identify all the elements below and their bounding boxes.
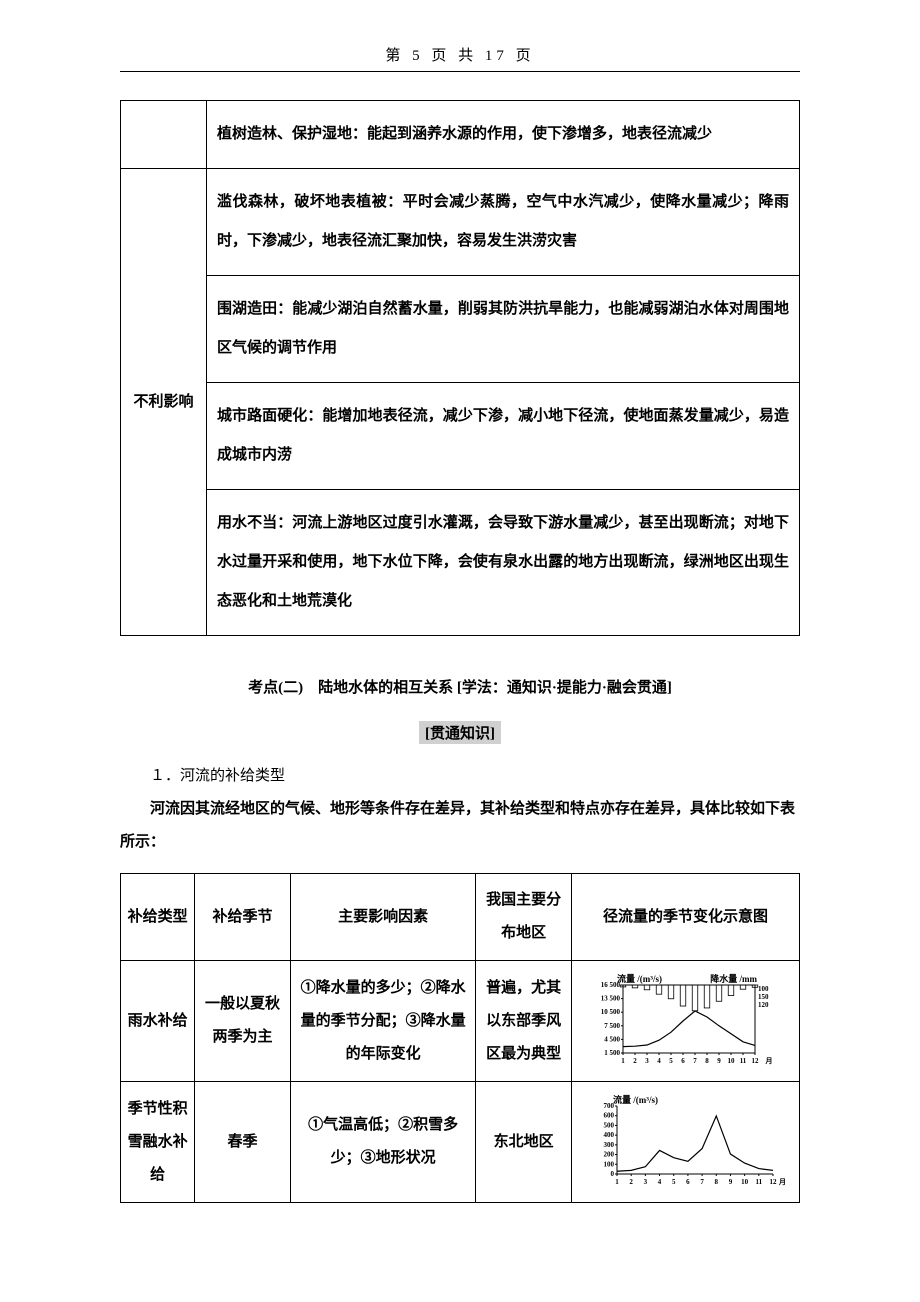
svg-text:10: 10 <box>728 1057 736 1065</box>
svg-text:3: 3 <box>644 1178 648 1186</box>
svg-text:100: 100 <box>758 985 769 993</box>
svg-text:10 500: 10 500 <box>601 1008 621 1016</box>
r1-season: 一般以夏秋两季为主 <box>195 961 290 1082</box>
svg-text:600: 600 <box>604 1112 615 1120</box>
svg-text:200: 200 <box>604 1151 615 1159</box>
r2-type: 季节性积雪融水补给 <box>121 1082 195 1203</box>
svg-text:12: 12 <box>752 1057 760 1065</box>
table1-para-2: 围湖造田：能减少湖泊自然蓄水量，削弱其防洪抗旱能力，也能减弱湖泊水体对周围地区气… <box>207 276 800 383</box>
th-chart: 径流量的季节变化示意图 <box>571 874 799 961</box>
svg-text:降水量 /mm: 降水量 /mm <box>711 973 758 984</box>
svg-text:120: 120 <box>758 1001 769 1009</box>
table1-para-4: 用水不当：河流上游地区过度引水灌溉，会导致下游水量减少，甚至出现断流；对地下水过… <box>207 490 800 636</box>
th-factor: 主要影响因素 <box>290 874 476 961</box>
para-2: 河流因其流经地区的气候、地形等条件存在差异，其补给类型和特点亦存在差异，具体比较… <box>120 793 800 859</box>
table1-para-3-text: 城市路面硬化：能增加地表径流，减少下渗，减小地下径流，使地面蒸发量减少，易造成城… <box>215 393 791 479</box>
svg-text:7 500: 7 500 <box>605 1022 621 1030</box>
th-season: 补给季节 <box>195 874 290 961</box>
section-title: 考点(二) 陆地水体的相互关系 [学法：通知识·提能力·融会贯通] <box>120 676 800 697</box>
svg-text:12: 12 <box>770 1178 778 1186</box>
svg-text:13 500: 13 500 <box>601 995 621 1003</box>
svg-text:8: 8 <box>715 1178 719 1186</box>
svg-text:1: 1 <box>616 1178 620 1186</box>
th-type: 补给类型 <box>121 874 195 961</box>
table2-row-2: 季节性积雪融水补给 春季 ①气温高低；②积雪多少；③地形状况 东北地区 0 100… <box>121 1082 800 1203</box>
svg-text:400: 400 <box>604 1131 615 1139</box>
svg-text:2: 2 <box>634 1057 638 1065</box>
r1-type: 雨水补给 <box>121 961 195 1082</box>
r1-chart-cell: 1 5004 5007 50010 50013 50016 5001001501… <box>571 961 799 1082</box>
page: 第 5 页 共 17 页 植树造林、保护湿地：能起到涵养水源的作用，使下渗增多，… <box>0 0 920 1263</box>
table1-top-text: 植树造林、保护湿地：能起到涵养水源的作用，使下渗增多，地表径流减少 <box>215 111 791 158</box>
r2-region: 东北地区 <box>476 1082 571 1203</box>
table2-head-row: 补给类型 补给季节 主要影响因素 我国主要分布地区 径流量的季节变化示意图 <box>121 874 800 961</box>
r1-region: 普遍，尤其以东部季风区最为典型 <box>476 961 571 1082</box>
svg-text:9: 9 <box>729 1178 733 1186</box>
table1-para-2-text: 围湖造田：能减少湖泊自然蓄水量，削弱其防洪抗旱能力，也能减弱湖泊水体对周围地区气… <box>215 286 791 372</box>
table1-label-negative: 不利影响 <box>121 169 207 636</box>
svg-text:0: 0 <box>611 1170 615 1178</box>
table1-para-3: 城市路面硬化：能增加地表径流，减少下渗，减小地下径流，使地面蒸发量减少，易造成城… <box>207 383 800 490</box>
svg-text:4: 4 <box>658 1057 662 1065</box>
runoff-chart-1: 1 5004 5007 50010 50013 50016 5001001501… <box>585 971 785 1071</box>
r2-season: 春季 <box>195 1082 290 1203</box>
svg-text:月: 月 <box>765 1057 773 1065</box>
svg-text:流量 /(m³/s): 流量 /(m³/s) <box>617 973 662 984</box>
svg-text:11: 11 <box>756 1178 763 1186</box>
th-region: 我国主要分布地区 <box>476 874 571 961</box>
page-header: 第 5 页 共 17 页 <box>120 44 800 72</box>
svg-text:3: 3 <box>646 1057 650 1065</box>
svg-text:1 500: 1 500 <box>605 1049 621 1057</box>
table1-top-content: 植树造林、保护湿地：能起到涵养水源的作用，使下渗增多，地表径流减少 <box>207 101 800 169</box>
table1-para-1-text: 滥伐森林，破坏地表植被：平时会减少蒸腾，空气中水汽减少，使降水量减少；降雨时，下… <box>215 179 791 265</box>
svg-text:7: 7 <box>694 1057 698 1065</box>
supply-type-table: 补给类型 补给季节 主要影响因素 我国主要分布地区 径流量的季节变化示意图 雨水… <box>120 873 800 1203</box>
table1-para-4-text: 用水不当：河流上游地区过度引水灌溉，会导致下游水量减少，甚至出现断流；对地下水过… <box>215 500 791 625</box>
r2-chart-cell: 0100200300400500600700123456789101112月流量… <box>571 1082 799 1203</box>
svg-text:6: 6 <box>687 1178 691 1186</box>
svg-text:6: 6 <box>682 1057 686 1065</box>
svg-text:7: 7 <box>701 1178 705 1186</box>
table1-para-1: 滥伐森林，破坏地表植被：平时会减少蒸腾，空气中水汽减少，使降水量减少；降雨时，下… <box>207 169 800 276</box>
sub-title-wrap: [贯通知识] <box>120 721 800 744</box>
svg-text:500: 500 <box>604 1121 615 1129</box>
para-1: １．河流的补给类型 <box>120 760 800 793</box>
sub-title: [贯通知识] <box>419 721 501 744</box>
svg-text:月: 月 <box>778 1178 785 1186</box>
r1-factor: ①降水量的多少；②降水量的季节分配；③降水量的年际变化 <box>290 961 476 1082</box>
svg-text:8: 8 <box>706 1057 710 1065</box>
r2-factor: ①气温高低；②积雪多少；③地形状况 <box>290 1082 476 1203</box>
svg-text:100: 100 <box>604 1160 615 1168</box>
svg-text:4: 4 <box>658 1178 662 1186</box>
svg-text:150: 150 <box>758 993 769 1001</box>
svg-text:5: 5 <box>672 1178 676 1186</box>
svg-text:300: 300 <box>604 1141 615 1149</box>
svg-text:4 500: 4 500 <box>605 1035 621 1043</box>
effects-table: 植树造林、保护湿地：能起到涵养水源的作用，使下渗增多，地表径流减少 不利影响 滥… <box>120 100 800 636</box>
svg-text:流量 /(m³/s): 流量 /(m³/s) <box>613 1094 658 1105</box>
table1-top-label <box>121 101 207 169</box>
svg-text:1: 1 <box>622 1057 626 1065</box>
runoff-chart-2: 0100200300400500600700123456789101112月流量… <box>585 1092 785 1192</box>
svg-text:10: 10 <box>742 1178 750 1186</box>
svg-text:9: 9 <box>718 1057 722 1065</box>
table2-row-1: 雨水补给 一般以夏秋两季为主 ①降水量的多少；②降水量的季节分配；③降水量的年际… <box>121 961 800 1082</box>
svg-text:2: 2 <box>630 1178 634 1186</box>
svg-text:5: 5 <box>670 1057 674 1065</box>
svg-text:11: 11 <box>740 1057 747 1065</box>
